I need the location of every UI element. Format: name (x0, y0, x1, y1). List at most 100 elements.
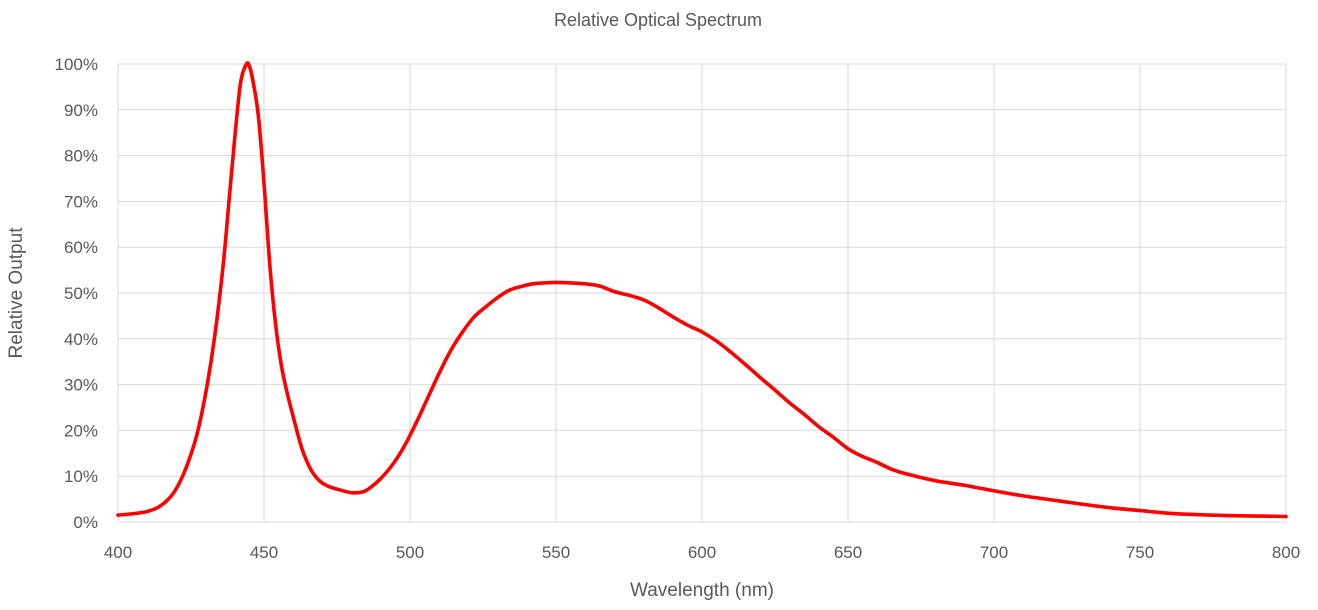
data-point (685, 323, 690, 327)
data-point (904, 472, 909, 476)
data-point (221, 263, 225, 268)
data-point (542, 281, 546, 285)
data-point (1196, 513, 1200, 517)
y-tick-label: 50% (64, 284, 98, 303)
x-tick-label: 450 (250, 543, 278, 562)
y-tick-label: 20% (64, 421, 98, 440)
x-tick-label: 800 (1272, 543, 1300, 562)
y-tick-label: 10% (64, 467, 98, 486)
data-point (1050, 498, 1054, 502)
data-point (157, 505, 161, 509)
y-tick-label: 40% (64, 330, 98, 349)
data-point (449, 348, 453, 352)
x-axis-ticks: 400 450 500 550 600 650 700 750 800 (104, 543, 1300, 562)
data-point (177, 481, 181, 485)
data-point (554, 280, 558, 285)
data-point (256, 112, 260, 116)
data-point (671, 315, 675, 319)
data-point (817, 425, 821, 429)
data-point (598, 284, 602, 288)
y-tick-label: 80% (64, 147, 98, 166)
data-point (715, 339, 719, 343)
x-tick-label: 650 (834, 543, 862, 562)
data-point (402, 444, 406, 449)
data-point (507, 288, 511, 292)
data-point (212, 337, 216, 341)
data-point (414, 421, 418, 426)
data-point (569, 281, 573, 285)
data-point (875, 460, 879, 465)
x-tick-label: 500 (396, 543, 424, 562)
y-tick-label: 90% (64, 101, 98, 120)
data-point (1167, 511, 1171, 515)
data-point (831, 435, 836, 439)
data-point (317, 479, 322, 483)
data-point (484, 305, 488, 309)
data-point (627, 293, 631, 297)
data-point (890, 467, 894, 471)
data-point (291, 415, 295, 419)
y-tick-label: 30% (64, 376, 98, 395)
data-point (239, 80, 243, 84)
data-point (1021, 494, 1025, 498)
data-point (285, 392, 289, 396)
data-point (268, 263, 272, 268)
data-point (370, 484, 374, 488)
data-point (250, 76, 254, 80)
data-point (700, 330, 704, 334)
data-point (168, 495, 173, 499)
data-point (350, 491, 354, 495)
data-point (1138, 508, 1142, 513)
data-point (460, 330, 465, 334)
data-point (992, 489, 996, 493)
data-point (379, 476, 383, 481)
data-point (390, 463, 395, 467)
data-point (274, 323, 278, 327)
x-axis-title: Wavelength (nm) (630, 580, 774, 601)
data-point (1080, 502, 1084, 506)
x-tick-label: 550 (542, 543, 570, 562)
data-point (262, 181, 266, 185)
data-point (145, 509, 149, 514)
data-point (361, 490, 365, 494)
series-layer (116, 61, 1288, 519)
data-point (338, 488, 342, 492)
data-point (116, 513, 120, 517)
x-tick-label: 400 (104, 543, 132, 562)
data-point (934, 479, 938, 483)
data-point (195, 433, 199, 437)
data-point (802, 412, 806, 416)
data-point (326, 484, 330, 488)
data-point (244, 62, 249, 66)
data-point (496, 295, 500, 300)
data-point (300, 447, 304, 451)
data-point (846, 447, 850, 451)
data-point (744, 363, 748, 367)
data-point (1226, 513, 1230, 518)
x-tick-label: 600 (688, 543, 716, 562)
x-tick-label: 750 (1126, 543, 1154, 562)
y-tick-label: 60% (64, 238, 98, 257)
data-point (1109, 506, 1113, 510)
data-point (788, 401, 792, 405)
data-point (519, 284, 523, 289)
data-point (472, 315, 476, 319)
data-point (861, 454, 865, 459)
y-tick-label: 70% (64, 192, 98, 211)
data-point (233, 135, 237, 139)
data-point (186, 460, 190, 465)
data-point (963, 483, 967, 487)
data-point (583, 282, 587, 286)
data-point (1255, 514, 1259, 518)
data-point (656, 306, 660, 310)
data-point (1284, 514, 1288, 519)
data-point (531, 282, 535, 286)
chart-title: Relative Optical Spectrum (554, 10, 762, 30)
data-point (773, 388, 777, 392)
data-point (279, 364, 284, 368)
y-tick-label: 0% (73, 513, 98, 532)
data-point (247, 64, 251, 68)
data-point (131, 512, 135, 516)
data-point (204, 392, 208, 396)
